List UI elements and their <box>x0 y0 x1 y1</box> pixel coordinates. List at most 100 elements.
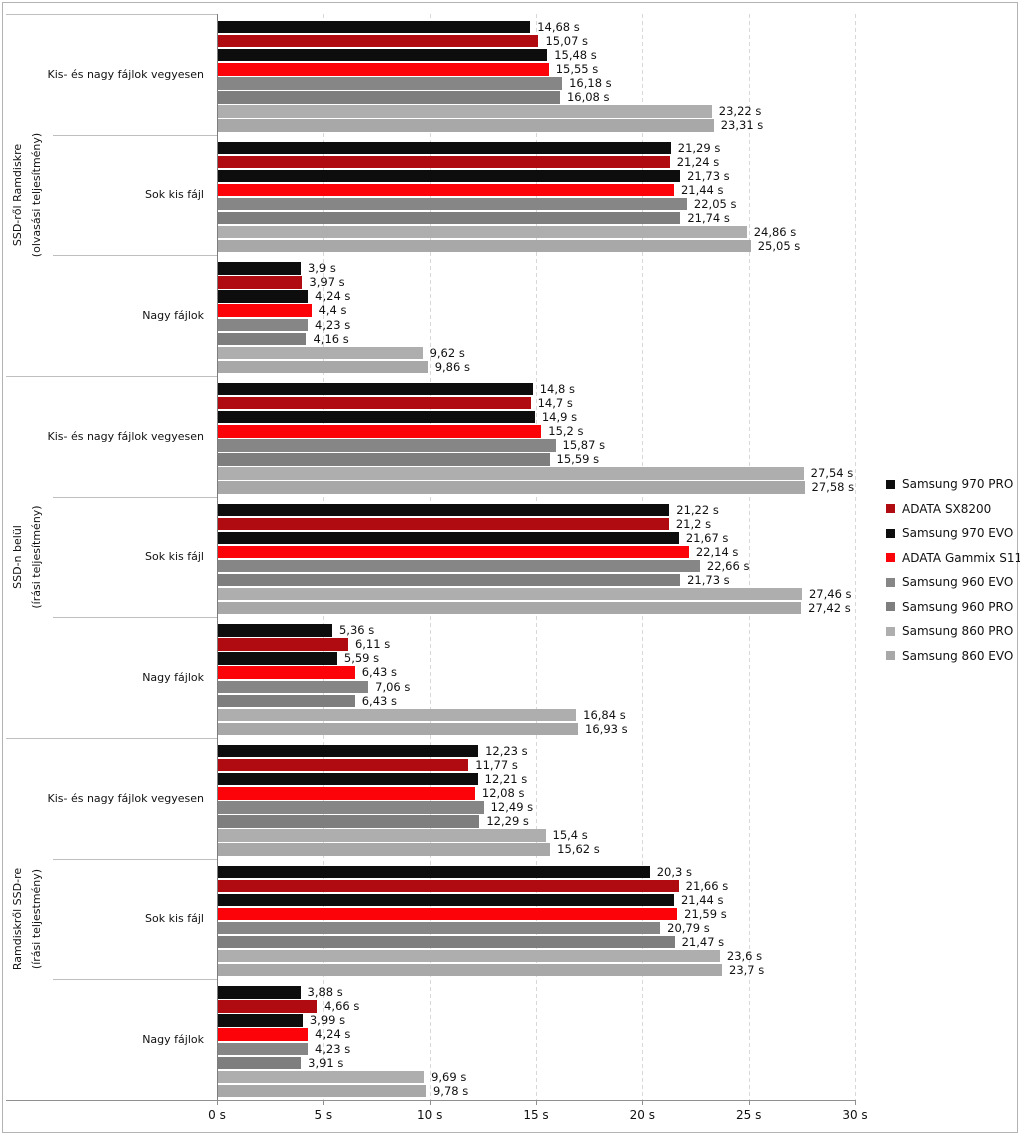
bar-samsung-970-pro <box>218 624 332 637</box>
x-tick-mark <box>536 1100 537 1105</box>
bar-adata-sx8200 <box>218 879 679 893</box>
bar-samsung-860-pro <box>218 467 804 480</box>
x-tick-label: 30 s <box>842 1108 868 1122</box>
bar-value-label: 9,69 s <box>431 1069 467 1084</box>
bar-value-label: 11,77 s <box>475 758 518 773</box>
subgroup-label: Kis- és nagy fájlok vegyesen <box>47 67 205 81</box>
bar-samsung-970-evo <box>218 49 548 62</box>
bar-value-label: 7,06 s <box>375 679 411 694</box>
bar-value-label: 20,3 s <box>656 864 692 879</box>
bar-value-label: 4,23 s <box>314 317 351 332</box>
group-separator <box>6 376 217 377</box>
bar-value-label: 16,08 s <box>566 90 610 105</box>
x-tick-label: 0 s <box>208 1108 226 1122</box>
bar-value-label: 21,74 s <box>687 210 730 225</box>
bar-samsung-960-evo <box>218 439 556 452</box>
bar-value-label: 12,21 s <box>484 772 528 787</box>
legend-swatch <box>886 528 895 538</box>
bar-value-label: 23,7 s <box>729 963 765 978</box>
bar-value-label: 16,93 s <box>585 721 628 736</box>
bar-adata-sx8200 <box>218 1000 318 1013</box>
bar-value-label: 21,73 s <box>687 168 730 183</box>
legend-swatch <box>886 577 895 587</box>
legend-swatch <box>886 626 895 636</box>
bar-samsung-860-pro <box>218 587 802 601</box>
bar-value-label: 16,84 s <box>583 707 626 722</box>
bar-samsung-970-evo <box>218 773 478 786</box>
group-separator <box>6 738 217 739</box>
bar-value-label: 27,46 s <box>808 586 852 601</box>
x-tick-label: 15 s <box>523 1108 549 1122</box>
subgroup-label: Kis- és nagy fájlok vegyesen <box>47 791 205 805</box>
bar-samsung-960-evo <box>218 680 369 693</box>
bar-value-label: 3,99 s <box>309 1013 346 1028</box>
group-label-line: SSD-n belül <box>11 525 24 589</box>
bar-samsung-970-pro <box>218 141 671 155</box>
legend-item: Samsung 860 PRO <box>886 619 1020 644</box>
label-area-top-line <box>6 14 217 15</box>
bar-value-label: 4,24 s <box>315 1027 351 1042</box>
bar-value-label: 15,55 s <box>555 62 599 77</box>
bar-adata-gammix-s11 <box>218 1028 309 1041</box>
legend-label: Samsung 960 EVO <box>902 575 1014 590</box>
bar-adata-sx8200 <box>218 397 531 410</box>
x-tick-mark <box>217 1100 218 1105</box>
bar-value-label: 21,67 s <box>685 530 729 545</box>
gridline-30s <box>855 14 856 1100</box>
group-label-line: Ramdiskről SSD-re <box>11 867 24 971</box>
bar-value-label: 3,88 s <box>307 985 343 1000</box>
bar-value-label: 23,31 s <box>720 118 764 133</box>
bar-adata-sx8200 <box>218 155 670 169</box>
bar-samsung-970-pro <box>218 21 531 34</box>
bar-adata-gammix-s11 <box>218 666 355 679</box>
bar-samsung-970-evo <box>218 169 681 183</box>
bar-value-label: 14,7 s <box>537 396 573 411</box>
bar-value-label: 9,86 s <box>434 359 470 374</box>
bar-value-label: 15,2 s <box>548 424 584 439</box>
bar-value-label: 14,8 s <box>539 382 575 396</box>
bar-samsung-860-evo <box>218 722 579 736</box>
bar-value-label: 15,4 s <box>552 828 588 843</box>
bar-value-label: 21,59 s <box>684 906 727 921</box>
bar-value-label: 22,05 s <box>693 196 737 211</box>
bar-value-label: 5,59 s <box>343 651 380 666</box>
bar-samsung-960-pro <box>218 453 550 466</box>
bar-value-label: 27,42 s <box>808 601 851 616</box>
bar-value-label: 21,24 s <box>676 154 720 169</box>
subgroup-label: Sok kis fájl <box>145 550 204 564</box>
bar-samsung-860-evo <box>218 360 428 374</box>
x-tick-label: 5 s <box>314 1108 333 1122</box>
gridline-25s <box>748 14 750 1100</box>
bar-adata-gammix-s11 <box>218 304 312 317</box>
bar-adata-gammix-s11 <box>218 545 689 559</box>
bar-samsung-860-evo <box>218 119 714 132</box>
subgroup-label: Kis- és nagy fájlok vegyesen <box>47 429 205 443</box>
bar-value-label: 3,91 s <box>308 1055 344 1070</box>
bar-adata-gammix-s11 <box>218 63 549 76</box>
bar-value-label: 12,08 s <box>481 786 525 801</box>
legend-label: Samsung 960 PRO <box>902 599 1014 614</box>
bar-adata-sx8200 <box>218 276 303 289</box>
bar-samsung-860-pro <box>218 225 747 239</box>
bar-samsung-860-pro <box>218 708 577 722</box>
bar-adata-sx8200 <box>218 35 539 48</box>
x-tick-mark <box>429 1100 431 1105</box>
legend-label: ADATA Gammix S11 <box>902 550 1020 565</box>
bar-samsung-960-pro <box>218 211 681 225</box>
bar-value-label: 25,05 s <box>757 239 801 254</box>
bar-value-label: 22,66 s <box>706 558 750 573</box>
bar-value-label: 6,43 s <box>361 665 397 680</box>
legend-swatch <box>886 553 895 563</box>
bar-value-label: 21,47 s <box>681 934 725 949</box>
bar-value-label: 23,22 s <box>718 104 762 119</box>
bar-samsung-960-evo <box>218 801 484 814</box>
bar-samsung-960-pro <box>218 694 355 707</box>
bar-samsung-860-pro <box>218 949 720 963</box>
bar-value-label: 20,79 s <box>667 920 710 935</box>
bar-samsung-860-pro <box>218 1070 425 1084</box>
bar-value-label: 21,66 s <box>685 878 729 893</box>
bar-samsung-970-evo <box>218 411 535 424</box>
group-label-line: SSD-ről Ramdiskre <box>11 143 24 247</box>
bar-samsung-860-evo <box>218 1084 426 1098</box>
